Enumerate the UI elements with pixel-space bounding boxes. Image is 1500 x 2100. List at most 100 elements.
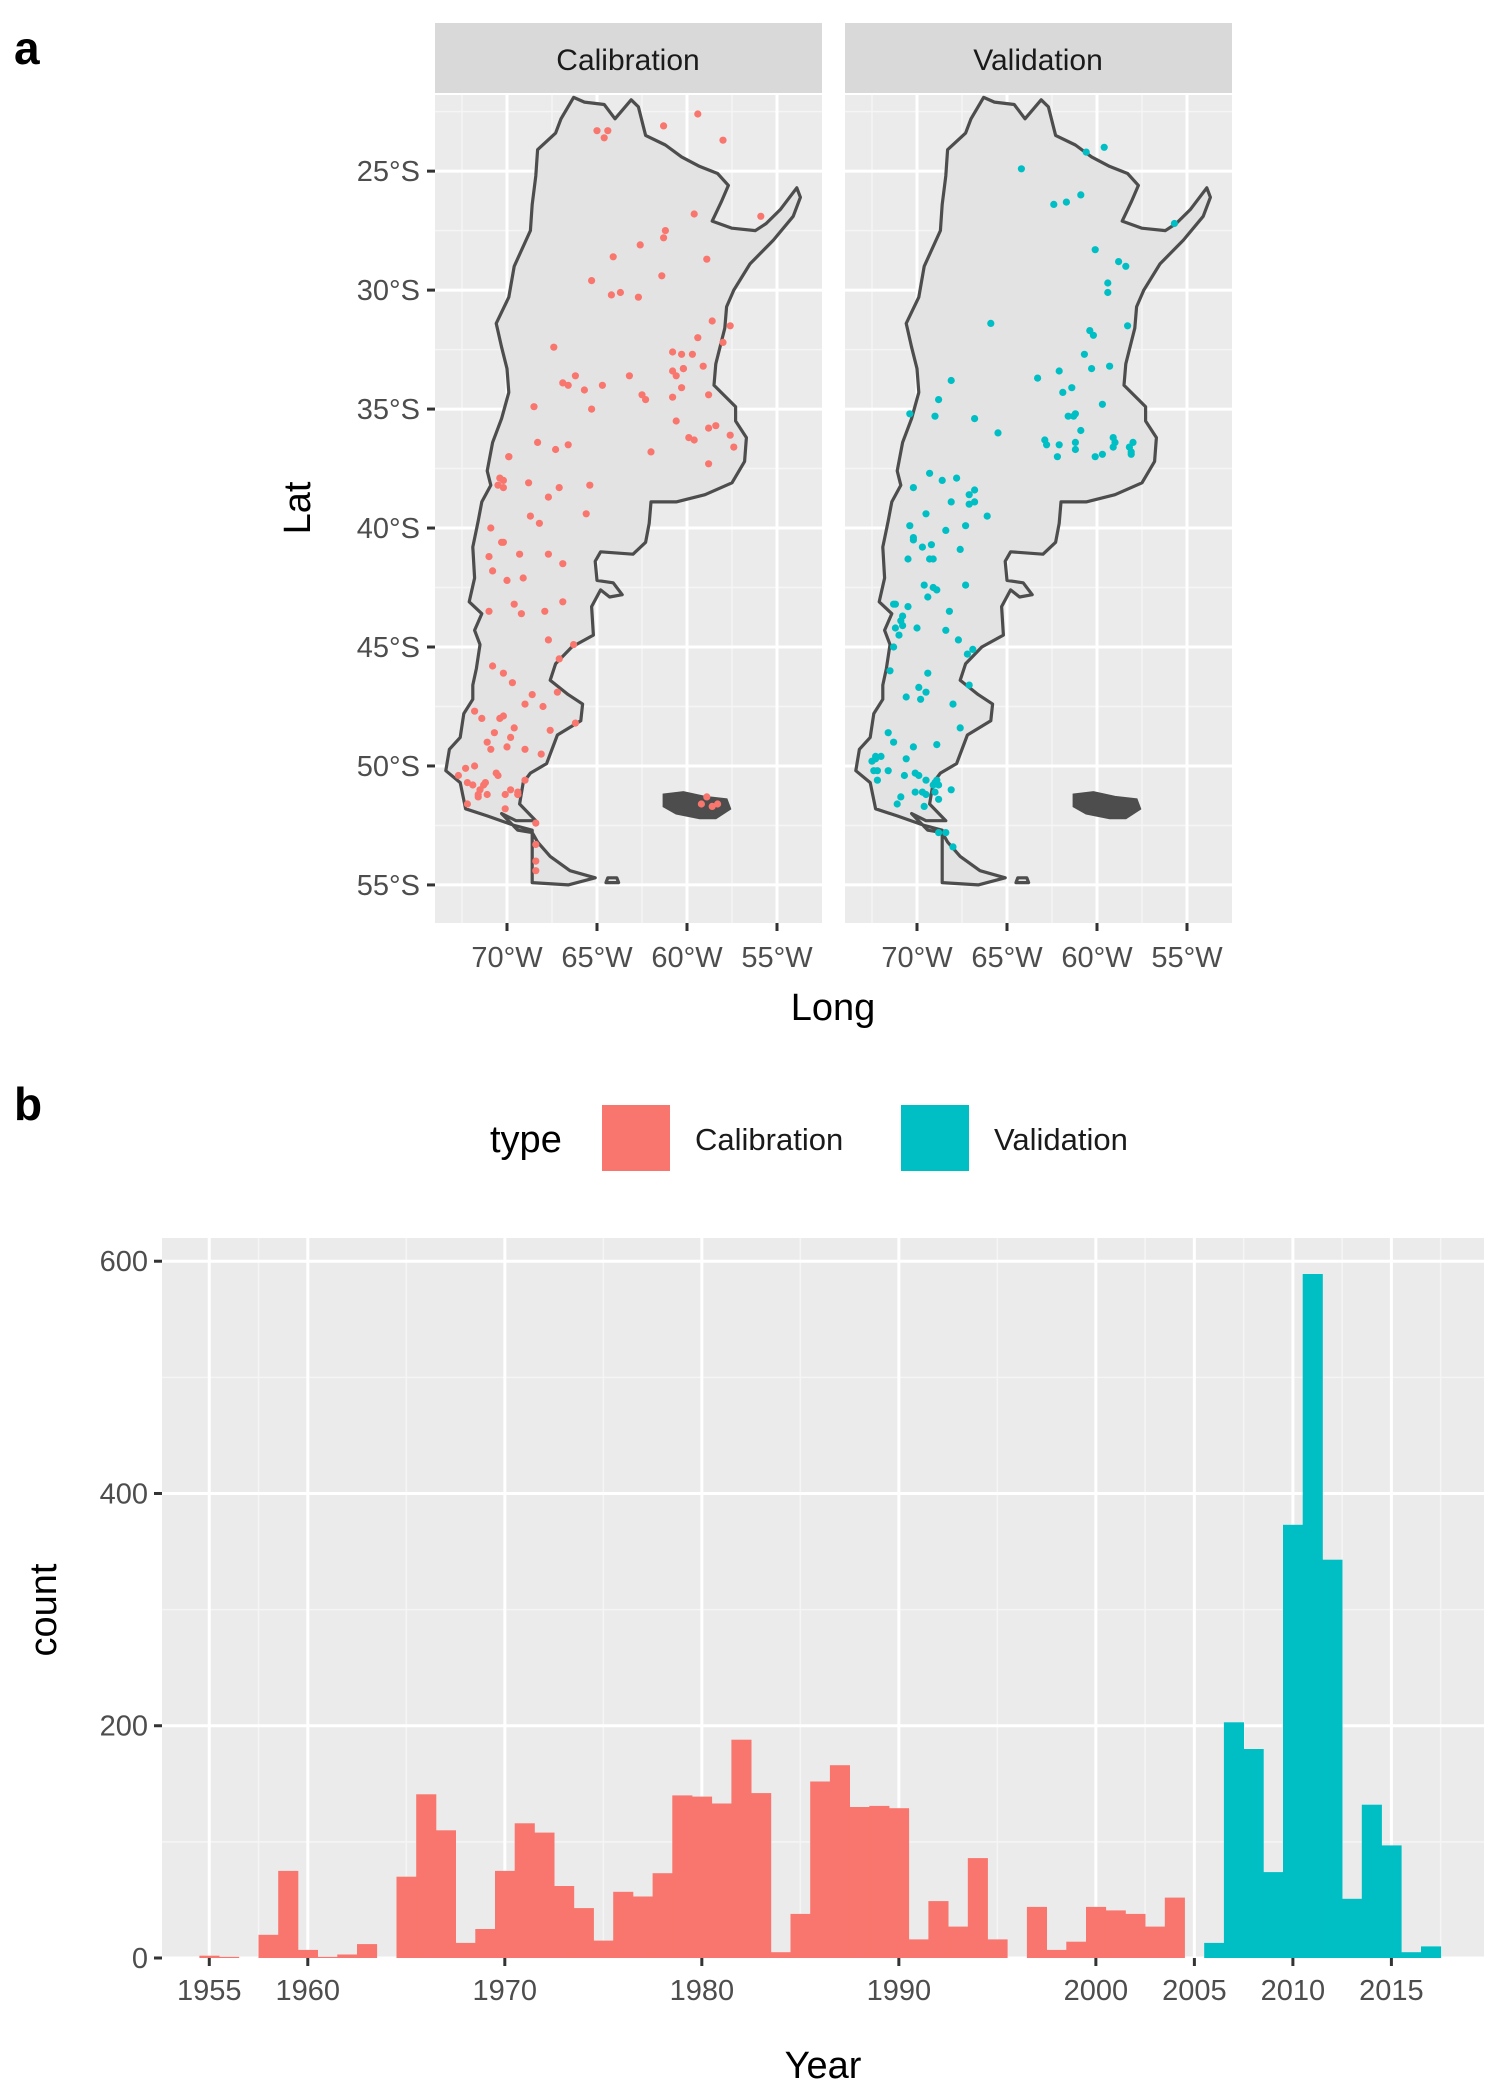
histogram-bar-calibration	[495, 1870, 516, 1958]
histogram-bar-calibration	[632, 1896, 653, 1958]
map-point-calibration	[530, 403, 538, 411]
map-point-calibration	[690, 436, 698, 444]
histogram-bars	[199, 1274, 1442, 1958]
map-point-calibration	[588, 405, 596, 413]
map-point-validation	[1098, 400, 1106, 408]
map-point-validation	[1034, 374, 1042, 382]
map-point-validation	[909, 743, 918, 751]
map-point-calibration	[559, 560, 567, 568]
histogram-bar-calibration	[652, 1873, 673, 1958]
map-point-validation	[893, 800, 901, 808]
map-point-validation	[909, 484, 918, 492]
map-x-axis-title: Long	[791, 987, 876, 1029]
map-point-validation	[900, 771, 909, 780]
map-point-calibration	[499, 484, 507, 492]
map-point-calibration	[726, 322, 734, 330]
facet-validation: Validation	[845, 23, 1232, 923]
histogram-bar-calibration	[908, 1939, 929, 1958]
map-y-axis-title: Lat	[277, 481, 319, 534]
histogram-y-tick-label: 0	[132, 1943, 148, 1975]
legend-label-calibration: Calibration	[695, 1122, 843, 1157]
map-point-calibration	[532, 857, 540, 865]
argentina-outline-calibration	[444, 95, 802, 887]
map-point-calibration	[600, 134, 608, 142]
histogram-bar-calibration	[199, 1955, 220, 1958]
map-point-validation	[1124, 322, 1132, 330]
map-point-validation	[971, 486, 979, 494]
histogram-bar-validation	[1381, 1845, 1402, 1958]
map-point-calibration	[508, 679, 516, 687]
map-point-calibration	[690, 210, 698, 218]
histogram-bar-calibration	[1026, 1906, 1047, 1958]
map-lon-tick-label: 70°W	[881, 942, 953, 974]
histogram-bar-validation	[1361, 1804, 1382, 1958]
map-point-calibration	[708, 802, 716, 811]
histogram-x-axis-title: Year	[785, 2045, 862, 2087]
histogram-bar-calibration	[258, 1934, 279, 1958]
map-point-calibration	[510, 600, 518, 608]
histogram-bar-calibration	[967, 1858, 988, 1958]
map-point-calibration	[528, 691, 536, 699]
map-point-calibration	[454, 771, 462, 780]
map-point-calibration	[609, 253, 617, 261]
map-point-validation	[947, 498, 955, 506]
map-point-calibration	[661, 227, 670, 235]
histogram-bar-calibration	[948, 1926, 969, 1958]
map-point-validation	[954, 636, 963, 644]
map-point-validation	[942, 526, 950, 535]
map-point-calibration	[714, 800, 722, 808]
map-point-calibration	[705, 391, 713, 399]
map-point-validation	[965, 491, 973, 499]
histogram-bar-validation	[1283, 1524, 1304, 1958]
map-point-calibration	[669, 393, 677, 401]
map-point-calibration	[503, 743, 511, 751]
map-point-validation	[1082, 148, 1090, 156]
map-point-validation	[1129, 438, 1137, 446]
map-point-validation	[983, 512, 991, 520]
map-point-calibration	[552, 445, 560, 454]
map-point-validation	[1106, 362, 1114, 370]
map-point-calibration	[521, 776, 529, 784]
map-point-validation	[971, 415, 979, 423]
map-point-validation	[920, 802, 928, 811]
map-point-calibration	[726, 431, 734, 439]
map-point-calibration	[705, 424, 713, 432]
map-point-calibration	[489, 567, 497, 575]
histogram-bar-validation	[1302, 1274, 1323, 1958]
facet-calibration: Calibration	[435, 23, 822, 923]
map-point-validation	[938, 476, 946, 484]
map-point-calibration	[490, 729, 498, 737]
map-point-calibration	[507, 786, 515, 794]
histogram-x-tick-label: 2000	[1064, 1975, 1129, 2007]
map-point-calibration	[462, 764, 470, 772]
map-point-calibration	[474, 790, 482, 799]
map-point-validation	[895, 631, 903, 639]
facet-label-validation: Validation	[973, 44, 1103, 77]
map-point-validation	[1089, 331, 1097, 339]
map-point-validation	[931, 788, 939, 796]
histogram-bar-calibration	[554, 1886, 575, 1958]
falklands-outline-validation	[1072, 791, 1142, 820]
map-point-calibration	[705, 460, 713, 468]
histogram-bar-calibration	[613, 1891, 634, 1958]
map-point-validation	[1055, 367, 1063, 375]
map-point-calibration	[544, 636, 553, 644]
map-point-validation	[935, 795, 943, 803]
histogram-bar-calibration	[573, 1908, 594, 1958]
histogram-y-axis-title: count	[23, 1563, 65, 1656]
histogram-bar-calibration	[534, 1832, 555, 1958]
map-point-validation	[918, 543, 927, 551]
map-point-calibration	[507, 733, 515, 742]
histogram-bar-calibration	[711, 1803, 732, 1958]
map-point-calibration	[481, 779, 489, 787]
histogram-bar-calibration	[928, 1901, 949, 1958]
map-point-calibration	[487, 745, 495, 753]
map-point-validation	[922, 776, 930, 784]
map-point-calibration	[485, 607, 493, 615]
map-lon-tick-label: 55°W	[741, 942, 813, 974]
map-point-calibration	[489, 662, 497, 670]
map-point-validation	[947, 376, 955, 385]
map-point-validation	[911, 769, 919, 777]
map-point-validation	[945, 607, 954, 615]
map-point-calibration	[712, 422, 720, 430]
